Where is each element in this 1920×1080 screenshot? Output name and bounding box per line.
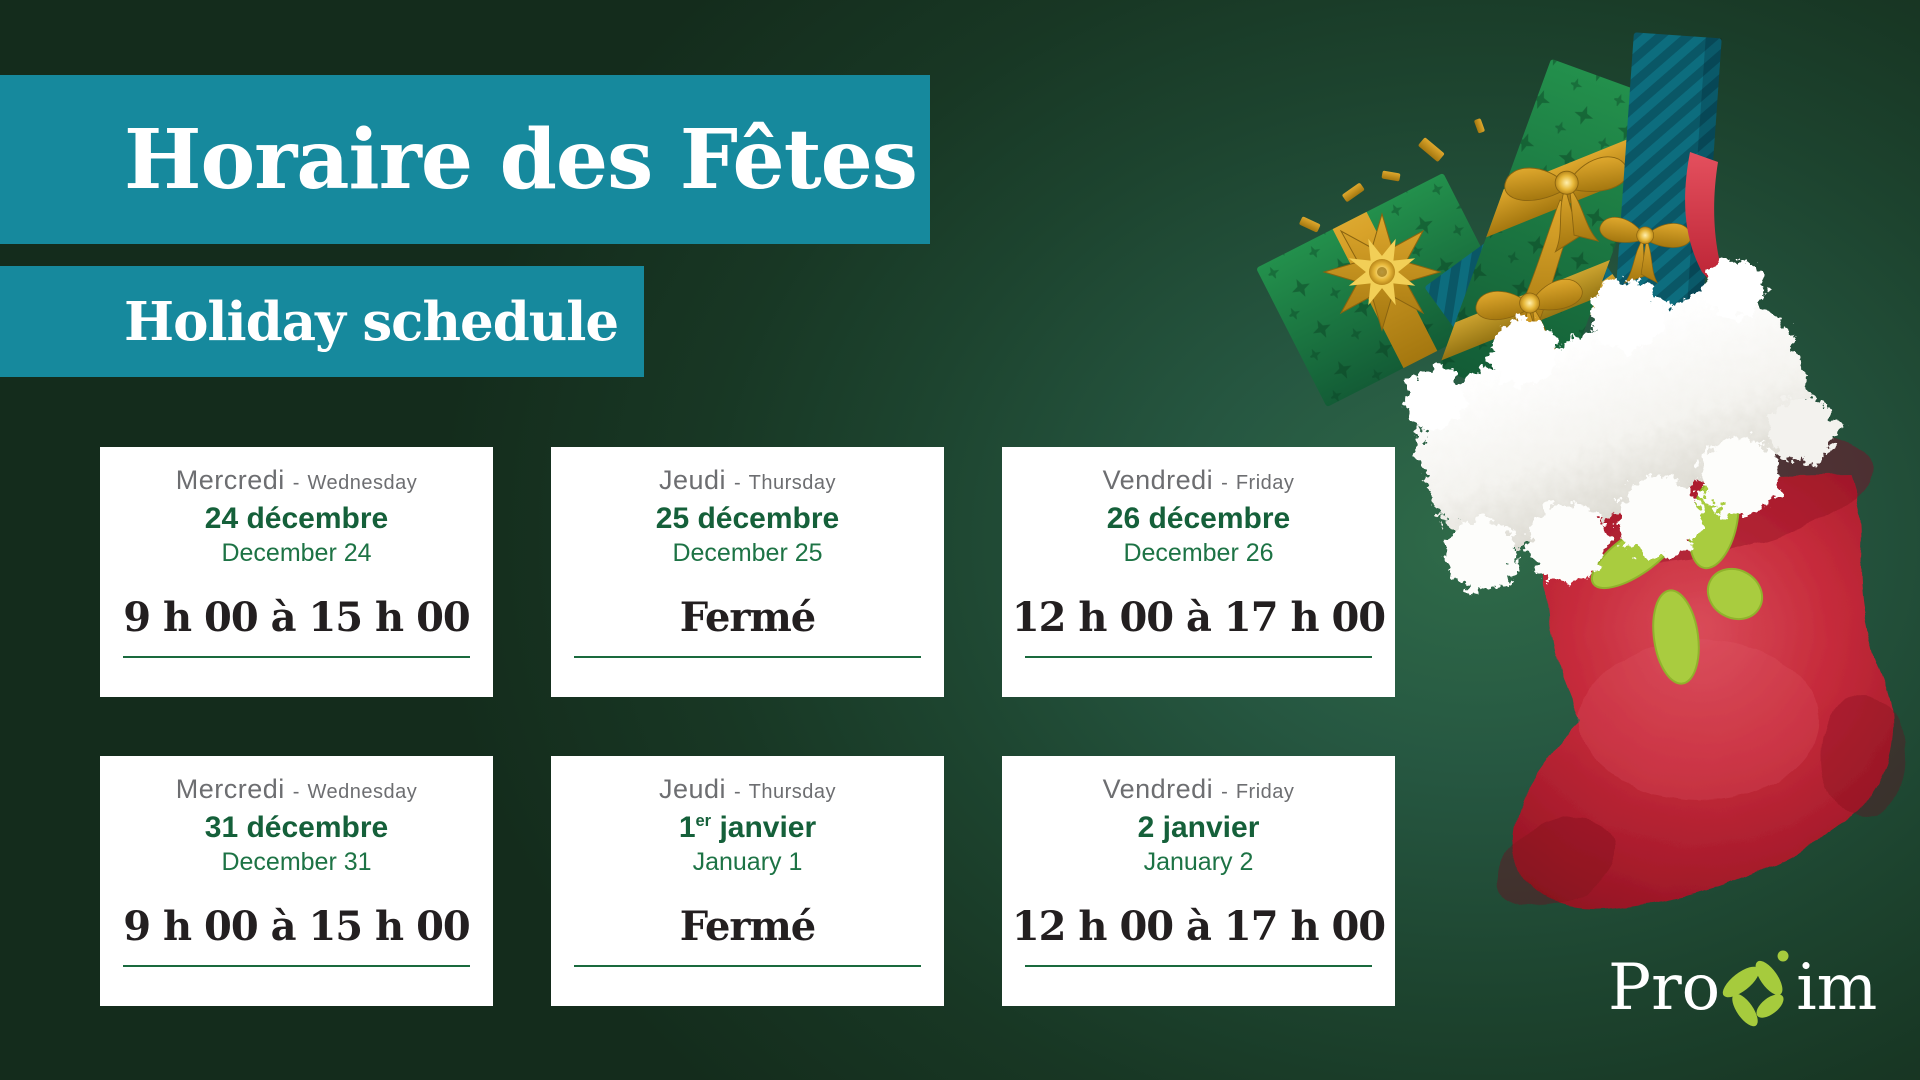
gift-box-green-left [1257, 173, 1513, 407]
day-name-en: Friday [1235, 781, 1295, 803]
schedule-card: Vendredi - Friday 26 décembre December 2… [1002, 447, 1395, 697]
opening-hours: 9 h 00 à 15 h 00 [123, 594, 470, 641]
opening-hours: 9 h 00 à 15 h 00 [123, 903, 470, 950]
date-fr: 24 décembre [204, 502, 389, 535]
date-en: January 1 [692, 848, 803, 876]
gold-bow [1594, 215, 1693, 290]
schedule-card: Mercredi - Wednesday 24 décembre Decembe… [100, 447, 493, 697]
day-name-fr: Mercredi [175, 774, 285, 804]
day-name-en: Wednesday [307, 781, 418, 803]
poster-title: Horaire des Fêtes [124, 111, 918, 208]
day-name-en: Thursday [748, 781, 837, 803]
card-underline [123, 965, 470, 967]
gift-box-teal-small [1425, 194, 1625, 385]
gift-box-teal-tall [1612, 32, 1722, 348]
schedule-card: Vendredi - Friday 2 janvier January 2 12… [1002, 756, 1395, 1006]
day-name-fr: Jeudi [658, 774, 726, 804]
day-separator: - [1221, 472, 1228, 494]
day-separator: - [734, 472, 741, 494]
gold-bow [1473, 276, 1594, 370]
day-name-fr: Jeudi [658, 465, 726, 495]
day-separator: - [734, 781, 741, 803]
card-underline [574, 656, 921, 658]
day-row: Vendredi - Friday [1103, 774, 1295, 807]
card-underline [1025, 965, 1372, 967]
date-fr: 26 décembre [1106, 502, 1291, 535]
logo-text-im: im [1796, 951, 1878, 1025]
opening-hours: Fermé [679, 594, 817, 641]
day-separator: - [292, 781, 300, 803]
poster-subtitle: Holiday schedule [124, 290, 619, 353]
day-separator: - [292, 472, 300, 494]
stocking-hanger-ribbon [1685, 152, 1734, 306]
day-name-en: Thursday [748, 472, 837, 494]
date-fr: 1er janvier [678, 811, 817, 844]
card-underline [574, 965, 921, 967]
opening-hours: 12 h 00 à 17 h 00 [1011, 594, 1386, 641]
date-en: December 26 [1123, 539, 1274, 567]
stocking-fur-cuff [1402, 259, 1838, 591]
schedule-card: Jeudi - Thursday 1er janvier January 1 F… [551, 756, 944, 1006]
day-name-en: Wednesday [307, 472, 418, 494]
date-fr: 25 décembre [655, 502, 840, 535]
day-name-fr: Mercredi [175, 465, 285, 495]
date-en: January 2 [1143, 848, 1254, 876]
date-fr: 2 janvier [1137, 811, 1260, 844]
proxim-x-icon [1722, 950, 1789, 1027]
date-en: December 24 [221, 539, 372, 567]
day-name-fr: Vendredi [1102, 465, 1214, 495]
day-separator: - [1221, 781, 1228, 803]
card-underline [1025, 656, 1372, 658]
gold-confetti [1293, 100, 1656, 311]
day-row: Mercredi - Wednesday [176, 774, 417, 807]
opening-hours: Fermé [679, 903, 817, 950]
day-row: Vendredi - Friday [1103, 465, 1295, 498]
gift-box-green-middle [1438, 59, 1668, 411]
date-fr: 31 décembre [204, 811, 389, 844]
date-en: December 31 [221, 848, 372, 876]
schedule-card: Mercredi - Wednesday 31 décembre Decembe… [100, 756, 493, 1006]
proxim-logo: Pro im [1608, 950, 1878, 1032]
gold-bow [1502, 153, 1638, 258]
opening-hours: 12 h 00 à 17 h 00 [1011, 903, 1386, 950]
date-en: December 25 [672, 539, 823, 567]
day-row: Jeudi - Thursday [659, 774, 836, 807]
subtitle-banner: Holiday schedule [0, 266, 644, 377]
day-row: Jeudi - Thursday [659, 465, 836, 498]
logo-text-pro: Pro [1608, 951, 1721, 1025]
day-name-fr: Vendredi [1102, 774, 1214, 804]
card-underline [123, 656, 470, 658]
day-row: Mercredi - Wednesday [176, 465, 417, 498]
stocking-x-emblem [1590, 472, 1764, 685]
gold-star-bow [1322, 212, 1442, 332]
title-banner: Horaire des Fêtes [0, 75, 930, 244]
stocking-body [1499, 431, 1906, 910]
schedule-card: Jeudi - Thursday 25 décembre December 25… [551, 447, 944, 697]
day-name-en: Friday [1235, 472, 1295, 494]
